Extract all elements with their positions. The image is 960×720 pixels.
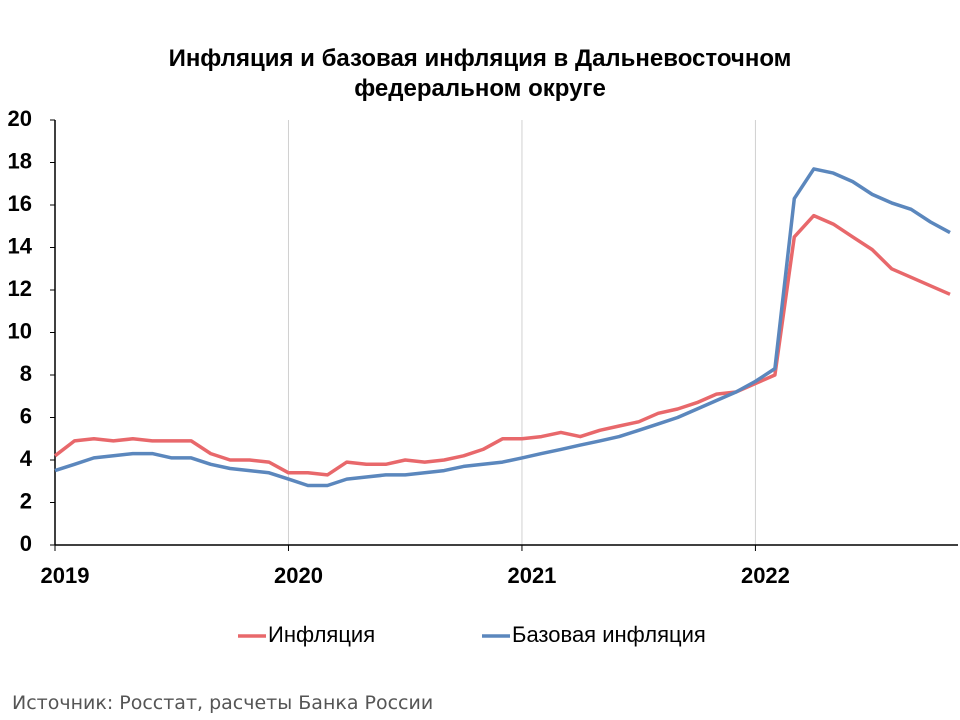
y-tick-label: 8 [20, 361, 32, 386]
legend-label: Инфляция [268, 622, 375, 647]
y-tick-label: 12 [8, 276, 32, 301]
legend-label: Базовая инфляция [512, 622, 706, 647]
y-tick-label: 4 [20, 446, 33, 471]
y-tick-label: 16 [8, 191, 32, 216]
x-tick-label: 2019 [41, 563, 90, 588]
series-line [54, 167, 951, 488]
series-line [53, 213, 951, 477]
y-tick-label: 6 [20, 403, 32, 428]
x-tick-label: 2020 [274, 563, 323, 588]
chart-title: Инфляция и базовая инфляция в Дальневост… [168, 45, 792, 102]
x-tick-label: 2021 [507, 563, 556, 588]
x-tick-label: 2022 [741, 563, 790, 588]
y-tick-label: 2 [20, 488, 32, 513]
y-tick-label: 0 [20, 531, 32, 556]
y-tick-label: 10 [8, 318, 32, 343]
y-tick-label: 18 [8, 148, 32, 173]
source-note: Источник: Росстат, расчеты Банка России [12, 692, 434, 714]
y-tick-label: 14 [8, 233, 33, 258]
y-tick-label: 20 [8, 106, 32, 131]
